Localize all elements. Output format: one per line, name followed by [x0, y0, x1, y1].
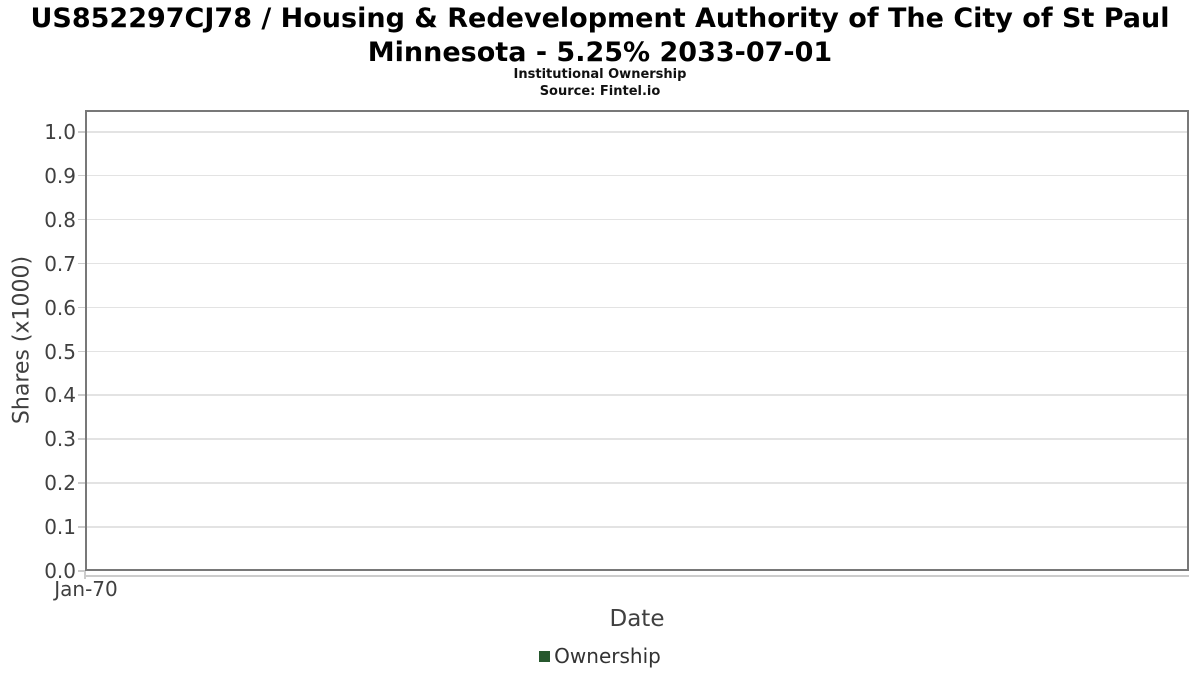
x-axis-title: Date	[609, 606, 665, 632]
chart-title-line-2: Minnesota - 5.25% 2033-07-01	[367, 37, 833, 68]
y-axis-tick	[78, 482, 85, 484]
y-axis-tick	[78, 131, 85, 133]
y-tick-label: 0.7	[44, 251, 76, 276]
x-axis-tick	[84, 571, 86, 579]
y-gridline	[87, 131, 1187, 133]
y-gridline	[87, 526, 1187, 528]
y-gridline	[87, 438, 1187, 440]
y-tick-label: 0.1	[44, 515, 76, 540]
chart-title: US852297CJ78 / Housing & Redevelopment A…	[0, 2, 1200, 70]
x-axis-line	[85, 575, 1189, 577]
y-tick-label: 0.3	[44, 427, 76, 452]
plot-area	[85, 110, 1189, 571]
y-axis-tick	[78, 570, 85, 572]
legend: Ownership	[0, 644, 1200, 668]
y-gridline	[87, 350, 1187, 352]
y-tick-label: 1.0	[44, 120, 76, 144]
y-gridline	[87, 306, 1187, 309]
y-gridline	[87, 394, 1187, 396]
legend-item[interactable]: Ownership	[539, 644, 661, 668]
chart-title-line-1: US852297CJ78 / Housing & Redevelopment A…	[30, 3, 1170, 34]
y-tick-label: 0.4	[44, 383, 76, 408]
y-axis-tick	[78, 526, 85, 528]
y-axis-tick	[78, 350, 85, 352]
y-axis-tick	[78, 218, 85, 221]
chart-source: Source: Fintel.io	[539, 84, 661, 99]
y-tick-label: 0.0	[44, 559, 76, 583]
y-axis-tick	[78, 394, 85, 396]
legend-swatch-icon	[539, 650, 551, 662]
y-tick-label: 0.6	[44, 295, 76, 320]
chart-subtitle: Institutional Ownership	[513, 67, 687, 82]
y-tick-label: 0.9	[44, 163, 76, 188]
y-axis-tick	[78, 174, 85, 177]
x-tick-label: Jan-70	[54, 577, 118, 601]
y-tick-label: 0.5	[44, 339, 76, 364]
y-axis-tick	[78, 438, 85, 440]
legend-label: Ownership	[554, 644, 661, 668]
y-gridline	[87, 482, 1187, 484]
y-tick-label: 0.8	[44, 207, 76, 232]
y-axis-tick	[78, 262, 85, 265]
y-axis-tick	[78, 306, 85, 309]
y-tick-label: 0.2	[44, 471, 76, 496]
y-gridline	[87, 218, 1187, 221]
y-gridline	[87, 262, 1187, 265]
y-gridline	[87, 174, 1187, 177]
